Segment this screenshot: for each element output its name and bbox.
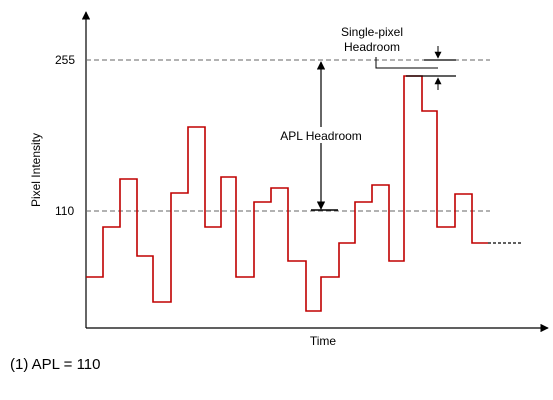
single-pixel-label-line2: Headroom [344, 40, 400, 54]
caption: (1) APL = 110 [10, 356, 101, 373]
apl-headroom-label: APL Headroom [280, 129, 362, 143]
single-pixel-leader [375, 57, 438, 69]
single-pixel-label-line1: Single-pixel [341, 25, 403, 39]
tick-255: 255 [55, 53, 75, 67]
tick-110: 110 [55, 204, 74, 218]
y-axis-label: Pixel Intensity [29, 133, 43, 207]
apl-headroom-label-bg [274, 127, 370, 143]
pixel-intensity-signal [86, 75, 488, 312]
x-axis-label: Time [310, 334, 337, 348]
